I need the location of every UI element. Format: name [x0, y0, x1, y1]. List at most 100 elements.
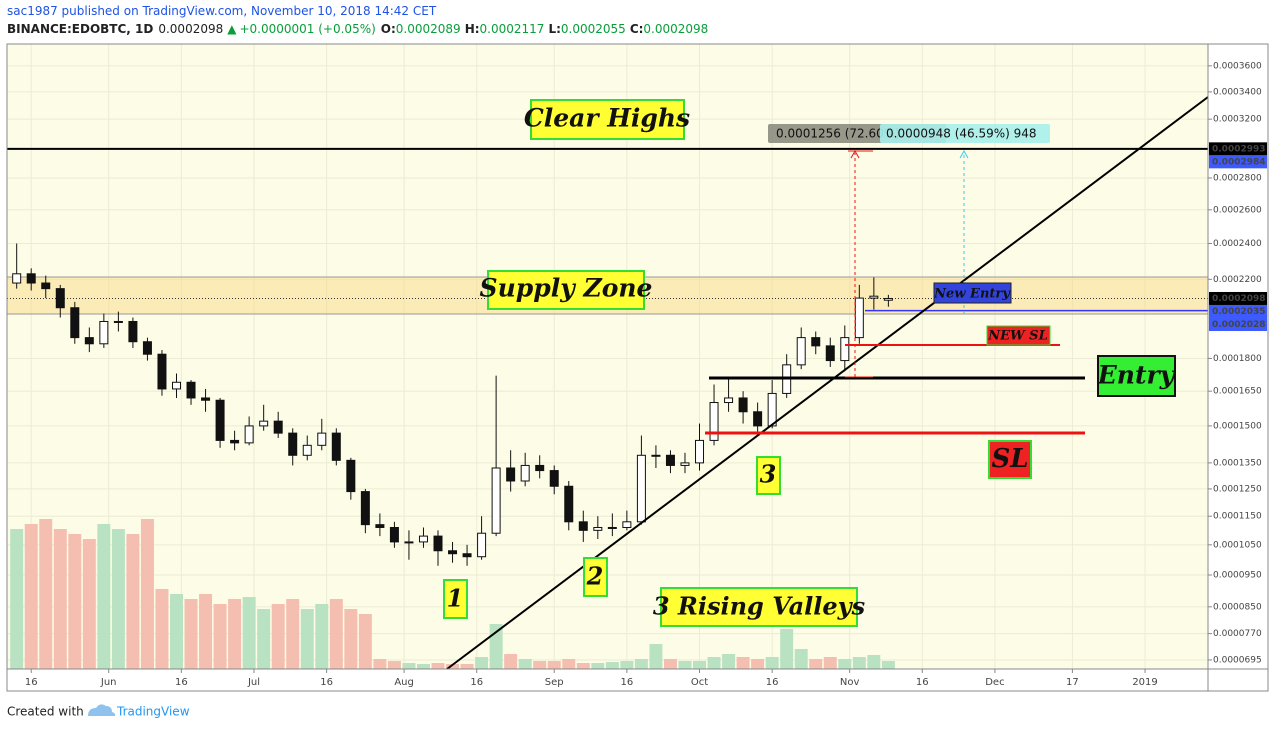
change: +0.0000001 (+0.05%) — [239, 22, 375, 36]
x-tick-label: 16 — [320, 677, 333, 688]
volume-bar — [533, 661, 547, 669]
volume-bar — [344, 609, 358, 669]
volume-bar — [823, 657, 837, 669]
volume-bar — [649, 644, 663, 669]
volume-bar — [576, 663, 590, 669]
volume-bar — [794, 649, 808, 669]
price-tag — [1209, 155, 1267, 169]
arrow-head — [959, 149, 969, 159]
low-label: L: — [548, 22, 560, 36]
candle-body — [491, 467, 501, 534]
entry-label: Entry — [1097, 361, 1176, 390]
label-box — [530, 99, 685, 140]
clear-highs: Clear Highs — [524, 104, 690, 133]
candle-body — [651, 454, 661, 457]
volume-bar — [591, 663, 605, 669]
y-tick-label: 0.0001650 — [1213, 387, 1262, 397]
candle-body — [840, 337, 850, 362]
candle-body — [157, 353, 167, 390]
x-tick-label: 16 — [916, 677, 929, 688]
candle-body — [869, 295, 879, 299]
byline: sac1987 published on TradingView.com, No… — [7, 4, 437, 18]
candle-body — [433, 535, 443, 552]
candle-body — [636, 454, 646, 523]
price-tag — [1209, 317, 1267, 331]
volume-bar — [358, 614, 372, 669]
candle-body — [12, 273, 22, 284]
candle-body — [564, 485, 574, 523]
x-tick-label: Jun — [100, 677, 117, 688]
brand[interactable]: TradingView — [116, 705, 190, 719]
volume-bar — [736, 657, 750, 669]
candle-body — [317, 432, 327, 446]
volume-bar — [111, 529, 125, 669]
x-tick-label: Oct — [691, 677, 708, 688]
candle-body — [404, 541, 414, 544]
trendline — [446, 96, 1209, 670]
new-sl-label: NEW SL — [987, 329, 1047, 344]
volume-bar — [97, 524, 111, 669]
candle-body — [346, 459, 356, 493]
close: 0.0002098 — [643, 22, 708, 36]
candle-body — [695, 439, 705, 464]
volume-bar — [373, 659, 387, 669]
volume-bar — [10, 529, 24, 669]
candle-body — [201, 397, 211, 401]
valley-label: 1 — [447, 584, 464, 613]
high: 0.0002117 — [480, 22, 545, 36]
price-tag — [1209, 304, 1267, 318]
volume-bar — [140, 519, 154, 669]
volume-bar — [126, 534, 140, 669]
volume-bar — [475, 657, 489, 669]
low: 0.0002055 — [561, 22, 626, 36]
volume-bar — [315, 604, 329, 669]
measure-text: 0.0001256 (72.60%) — [776, 127, 900, 141]
candle-body — [680, 462, 690, 466]
x-tick-label: Jul — [247, 677, 260, 688]
candle-body — [811, 337, 821, 347]
volume-bar — [518, 659, 532, 669]
close-label: C: — [630, 22, 644, 36]
candle-body — [128, 320, 138, 343]
candle-body — [607, 526, 617, 529]
y-tick-label: 0.0000695 — [1213, 655, 1262, 665]
y-tick-label: 0.0000770 — [1213, 629, 1262, 639]
x-axis-strip — [7, 669, 1208, 691]
volume-bar — [881, 661, 895, 669]
volume-bar — [242, 597, 256, 669]
candle-body — [520, 464, 530, 482]
volume-bar — [504, 654, 518, 669]
volume-bar — [416, 664, 430, 669]
candle-body — [360, 491, 370, 526]
candle-body — [171, 381, 181, 390]
volume-bar — [257, 609, 271, 669]
candle-body — [244, 425, 254, 444]
volume-bar — [751, 659, 765, 669]
volume-bar — [271, 604, 285, 669]
candle-body — [665, 454, 675, 466]
volume-bar — [387, 661, 401, 669]
candle-body — [230, 439, 240, 444]
price-tag-label: 0.0002984 — [1212, 157, 1266, 167]
volume-bar — [199, 594, 213, 669]
volume-bar — [213, 604, 227, 669]
volume-bar — [24, 524, 38, 669]
candle-body — [738, 397, 748, 413]
measure-text: 0.0000948 (46.59%) 948 — [886, 127, 1037, 141]
arrow-head — [850, 149, 860, 159]
volume-bar — [39, 519, 53, 669]
candle-body — [462, 553, 472, 558]
open-label: O: — [381, 22, 396, 36]
volume-bar — [605, 662, 619, 669]
volume-bar — [286, 599, 300, 669]
volume-bar — [460, 664, 474, 669]
y-tick-label: 0.0003200 — [1213, 115, 1262, 125]
volume-bar — [446, 664, 460, 669]
valley-label: 2 — [586, 562, 604, 591]
y-tick-label: 0.0001500 — [1213, 421, 1262, 431]
label-box — [443, 579, 468, 619]
candle-body — [753, 411, 763, 427]
x-tick-label: 16 — [25, 677, 38, 688]
price-tag — [1209, 291, 1267, 305]
volume-bar — [489, 624, 503, 669]
